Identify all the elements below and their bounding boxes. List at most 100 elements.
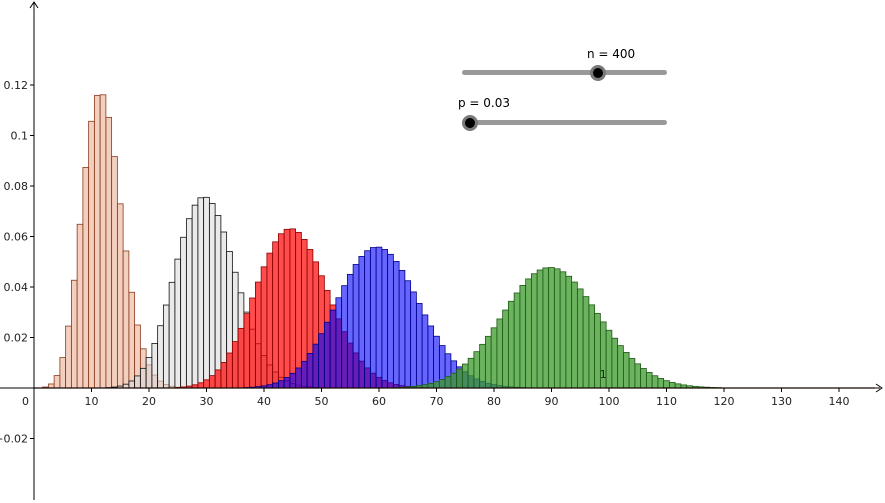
bar-s4-k80: [490, 327, 498, 389]
bar-s3-k51: [323, 321, 331, 389]
bar-s0-k6: [65, 325, 72, 389]
bar-s4-k69: [427, 382, 435, 389]
bar-s3-k69: [427, 325, 435, 389]
bar-s4-k89: [542, 267, 550, 389]
bar-s3-k68: [421, 314, 429, 389]
bar-s4-k112: [674, 383, 682, 389]
bar-s1-k27: [185, 218, 193, 389]
bar-s4-k104: [628, 358, 636, 389]
bar-s4-k82: [502, 309, 509, 389]
y-tick-label-4: 0.08: [4, 180, 29, 193]
bar-s1-k19: [139, 367, 147, 389]
bar-s1-k20: [145, 357, 153, 389]
bar-s3-k44: [283, 377, 291, 389]
bar-s4-k86: [525, 278, 532, 389]
slider-n-thumb[interactable]: [590, 65, 606, 81]
bar-s4-k101: [611, 337, 619, 389]
x-tick-label-130: 130: [771, 395, 792, 408]
bar-s3-k46: [295, 367, 302, 389]
bar-s4-k109: [657, 378, 665, 389]
bar-s3-k58: [364, 250, 371, 389]
bar-s2-k39: [254, 281, 262, 389]
x-tick-label-80: 80: [487, 395, 501, 408]
y-tick-label-3: 0.06: [4, 231, 29, 244]
bar-s3-k45: [289, 372, 297, 389]
bar-s0-k16: [122, 250, 130, 389]
bar-s2-k45: [289, 228, 297, 389]
bar-s3-k56: [352, 264, 360, 389]
bar-s2-k37: [243, 313, 251, 389]
bar-s1-k28: [191, 204, 199, 389]
bar-s2-k29: [197, 382, 205, 389]
bar-s4-k73: [450, 372, 458, 389]
bar-s3-k65: [404, 280, 412, 389]
bar-s2-k32: [214, 369, 222, 389]
slider-p-track[interactable]: [462, 120, 667, 125]
bar-s0-k9: [82, 167, 90, 389]
bar-s2-k31: [208, 375, 216, 389]
bar-s2-k43: [277, 233, 285, 389]
bar-s0-k10: [88, 120, 95, 389]
bars-layer: [42, 94, 722, 389]
bar-s3-k63: [392, 261, 400, 389]
slider-p-label: p = 0.03: [458, 96, 511, 110]
series-0: [42, 94, 182, 389]
bar-s3-k47: [300, 360, 308, 389]
bar-s4-k81: [496, 318, 504, 389]
bar-s4-k94: [571, 281, 578, 389]
bar-s4-k111: [668, 382, 676, 389]
slider-p-thumb[interactable]: [462, 115, 478, 131]
bar-s3-k52: [329, 309, 337, 389]
bar-s1-k23: [162, 304, 170, 389]
bar-s4-k79: [484, 335, 492, 389]
bar-s2-k34: [226, 352, 233, 389]
bar-s3-k48: [306, 353, 314, 389]
bar-s4-k83: [507, 300, 515, 389]
bar-s0-k15: [116, 203, 124, 389]
bar-s0-k5: [59, 357, 67, 389]
bar-s1-k25: [174, 258, 182, 389]
slider-n-track[interactable]: [462, 70, 667, 75]
bar-s0-k4: [53, 375, 61, 389]
bar-s0-k11: [93, 95, 101, 389]
y-tick-label-0: −0.02: [0, 433, 28, 446]
bar-s4-k88: [536, 269, 544, 389]
slider-n-label: n = 400: [587, 47, 636, 61]
x-tick-label-100: 100: [599, 395, 620, 408]
x-tick-label-120: 120: [714, 395, 735, 408]
bar-s4-k87: [530, 273, 538, 389]
bar-s3-k54: [341, 285, 348, 389]
bar-s1-k29: [197, 197, 205, 389]
bar-s4-k72: [444, 376, 452, 389]
bar-s1-k22: [157, 325, 164, 389]
bar-s4-k107: [645, 372, 653, 389]
bar-s4-k93: [565, 275, 573, 389]
bar-s3-k59: [369, 247, 377, 389]
bar-s3-k67: [415, 303, 423, 389]
bar-s4-k100: [605, 329, 613, 389]
bar-s0-k7: [70, 279, 78, 389]
bar-s4-k90: [548, 267, 555, 389]
bar-s2-k35: [231, 341, 239, 389]
x-tick-label-110: 110: [656, 395, 677, 408]
bar-s4-k76: [467, 357, 475, 389]
x-tick-label-90: 90: [545, 395, 559, 408]
bar-s4-k71: [438, 379, 446, 389]
x-tick-label-10: 10: [85, 395, 99, 408]
bar-s0-k17: [128, 291, 136, 389]
bar-s4-k97: [588, 304, 596, 389]
bar-s3-k53: [335, 297, 343, 389]
bar-s2-k30: [203, 379, 210, 389]
y-tick-label-5: 0.1: [11, 130, 29, 143]
x-axis-arrow: [875, 383, 883, 393]
bar-s3-k62: [387, 253, 394, 389]
bar-s1-k18: [134, 375, 141, 389]
bar-s4-k105: [634, 363, 642, 389]
bar-s3-k60: [375, 246, 383, 389]
bar-s0-k3: [47, 383, 55, 389]
bar-s3-k70: [433, 335, 440, 389]
y-tick-label-1: 0.02: [4, 332, 29, 345]
bar-s4-k108: [651, 375, 659, 389]
